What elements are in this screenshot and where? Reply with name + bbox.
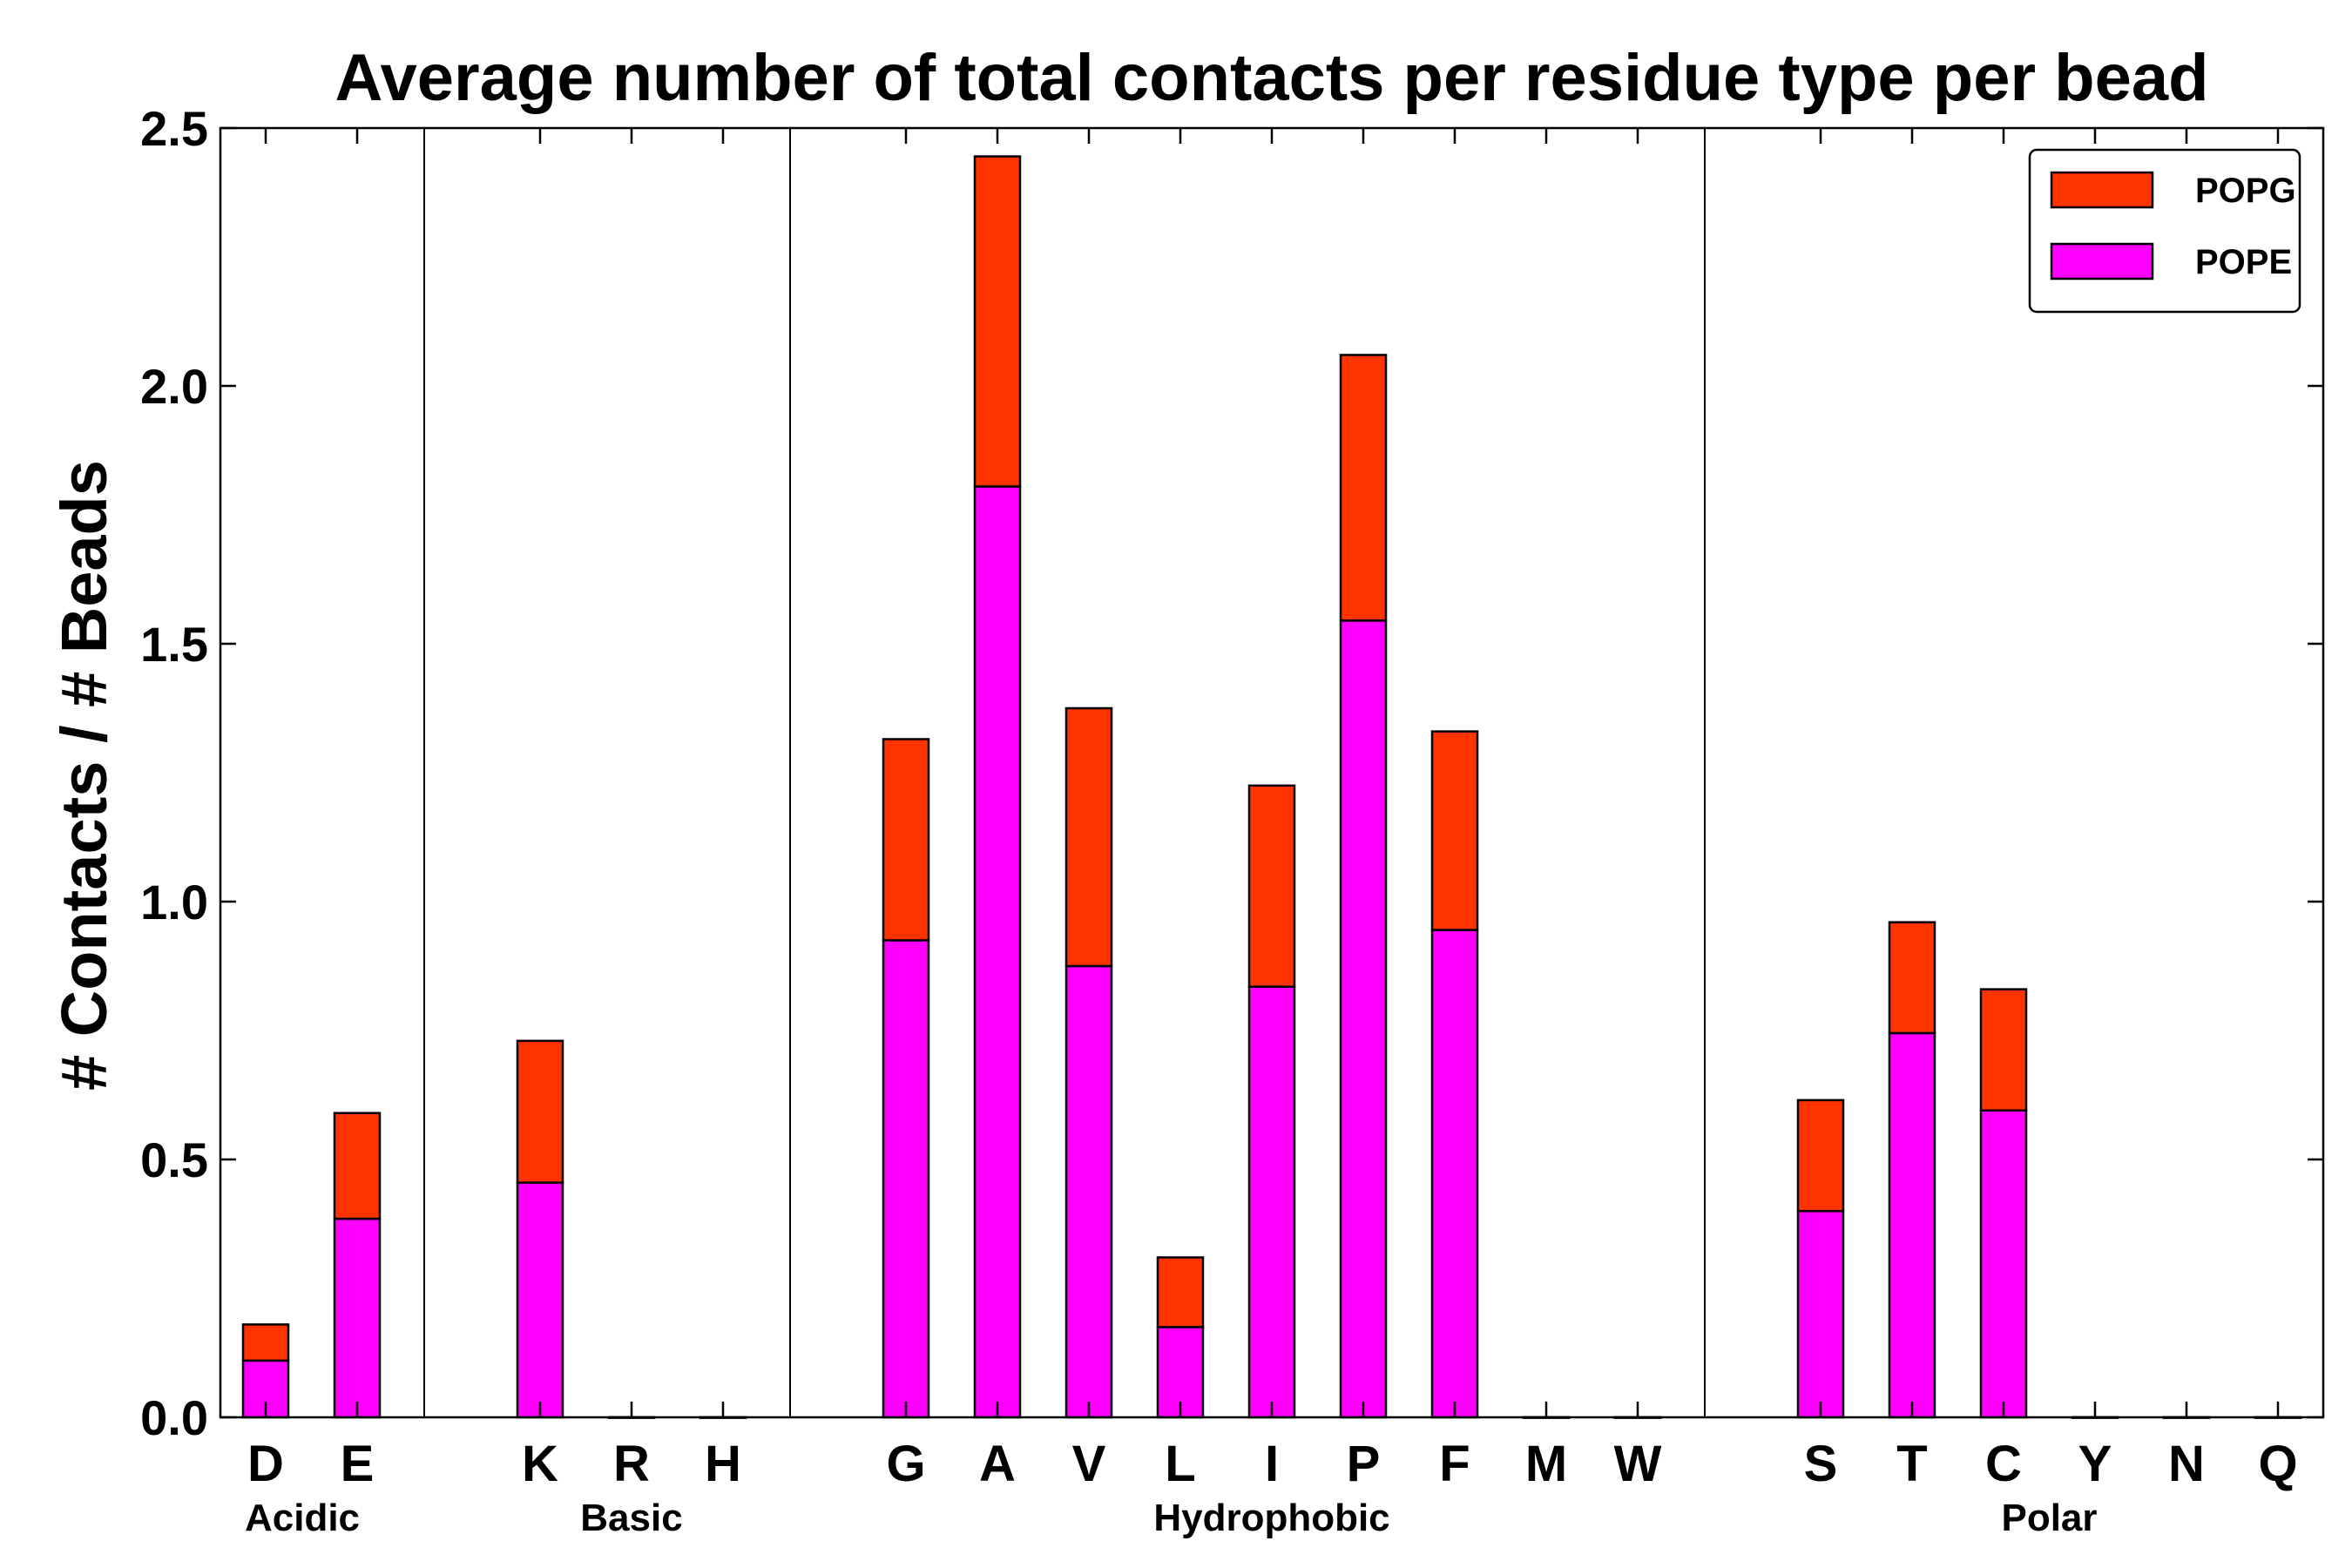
bar-K-popg (516, 1039, 564, 1184)
bar-G-pope (882, 939, 930, 1419)
bar-I-pope (1247, 985, 1296, 1419)
bar-G-popg (882, 738, 930, 942)
bar-K-pope (516, 1181, 564, 1419)
group-label: Polar (2001, 1497, 2097, 1539)
x-tick-label: Y (2078, 1436, 2112, 1492)
legend-label-pope: POPE (2195, 243, 2292, 281)
bar-C-popg (1979, 988, 2028, 1112)
x-tick-label: I (1265, 1436, 1279, 1492)
x-tick-label: E (341, 1436, 375, 1492)
bar-V-pope (1064, 964, 1113, 1419)
bar-F-popg (1430, 730, 1479, 931)
bar-A-popg (973, 155, 1022, 488)
labels-layer: D E K R H G A V L I P F M W S T C Y N Q Acidic Basic Hydrophob… (245, 1436, 2298, 1539)
y-axis-label: # Contacts / # Beads (48, 460, 120, 1091)
x-tick-label: A (979, 1436, 1016, 1492)
bars-layer (241, 155, 2302, 1419)
y-tick-label: 2.5 (140, 101, 208, 156)
bar-S-popg (1796, 1098, 1845, 1213)
bar-E-pope (333, 1217, 382, 1419)
bar-I-popg (1247, 784, 1296, 988)
x-tick-label: N (2168, 1436, 2205, 1492)
x-tick-label: C (1985, 1436, 2022, 1492)
y-tick-label: 0.0 (140, 1390, 208, 1445)
plot-frame (219, 126, 2325, 1419)
x-tick-label: S (1804, 1436, 1838, 1492)
x-tick-label: P (1347, 1436, 1381, 1492)
x-tick-label: K (522, 1436, 558, 1492)
bar-P-pope (1339, 619, 1388, 1419)
x-tick-label: T (1896, 1436, 1927, 1492)
ticks-layer: 0.0 0.5 1.0 1.5 2.0 2.5 (140, 101, 2323, 1445)
y-tick-label: 0.5 (140, 1132, 208, 1187)
legend: POPG POPE (2028, 148, 2301, 314)
bar-D-popg (241, 1323, 290, 1362)
y-tick-label: 1.0 (140, 875, 208, 929)
x-tick-label: H (705, 1436, 741, 1492)
x-tick-label: R (613, 1436, 650, 1492)
x-tick-label: M (1525, 1436, 1567, 1492)
bar-T-pope (1888, 1031, 1936, 1419)
bar-F-pope (1430, 929, 1479, 1419)
bar-L-popg (1156, 1256, 1205, 1328)
x-tick-label: V (1072, 1436, 1106, 1492)
x-tick-label: D (247, 1436, 284, 1492)
group-label: Basic (580, 1497, 682, 1539)
x-tick-label: F (1439, 1436, 1470, 1492)
bar-T-popg (1888, 921, 1936, 1035)
chart-title: Average number of total contacts per res… (335, 41, 2208, 115)
legend-swatch-pope (2050, 242, 2154, 280)
bar-S-pope (1796, 1209, 1845, 1419)
legend-swatch-popg (2050, 171, 2154, 209)
y-tick-label: 2.0 (140, 359, 208, 414)
bar-A-pope (973, 485, 1022, 1419)
x-tick-label: W (1614, 1436, 1662, 1492)
y-tick-label: 1.5 (140, 617, 208, 672)
group-label: Hydrophobic (1153, 1497, 1389, 1539)
x-tick-label: L (1165, 1436, 1195, 1492)
x-tick-label: G (886, 1436, 925, 1492)
bar-E-popg (333, 1112, 382, 1220)
bar-P-popg (1339, 354, 1388, 622)
bar-V-popg (1064, 706, 1113, 968)
group-label: Acidic (245, 1497, 360, 1539)
bar-C-pope (1979, 1109, 2028, 1419)
legend-label-popg: POPG (2195, 172, 2296, 210)
x-tick-label: Q (2258, 1436, 2297, 1492)
